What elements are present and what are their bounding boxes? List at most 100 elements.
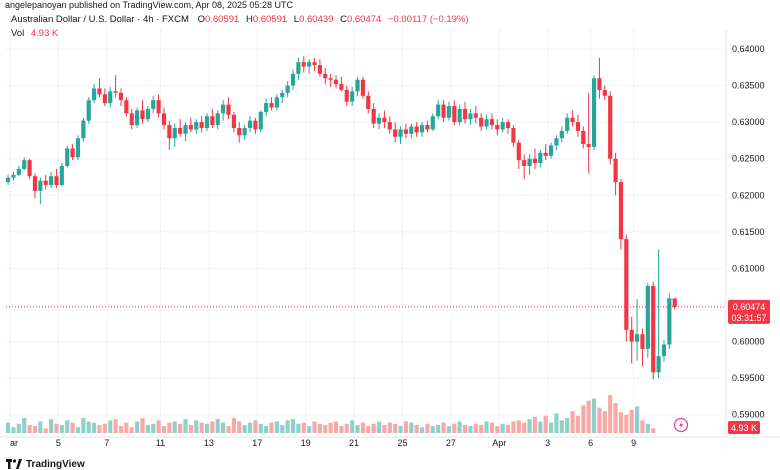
candle-body [38,180,43,191]
volume-bar [516,420,521,433]
price-tick-label: 0.64000 [732,44,765,54]
candle-body [102,94,107,104]
candle-body [344,89,349,102]
candle-body [495,125,500,130]
volume-bar [419,427,425,433]
candle-body [194,122,199,130]
time-tick-label: 5 [56,438,61,448]
close-label: C [340,14,347,25]
volume-bar [355,424,360,433]
candle-body [473,113,478,118]
volume-bar [511,421,516,433]
candle-body [97,88,102,95]
candle-body [452,106,457,123]
candle-body [489,119,495,126]
volume-bar [253,420,258,433]
candle-body [333,79,339,85]
price-tick-label: 0.62000 [732,190,765,200]
candle-body [317,65,322,74]
high-value: 0.60591 [252,14,288,25]
volume-bar [221,422,226,433]
candle-body [124,100,129,114]
volume-bar [371,423,376,433]
candle-body [161,113,167,126]
volume-bar [484,421,489,433]
high-label: H [245,14,253,25]
candle-body [398,129,403,137]
candle-body [129,113,134,126]
candle-body [441,104,446,118]
volume-bar [430,426,435,433]
candle-body [75,138,81,158]
volume-bar [640,420,645,433]
volume-bar [113,419,118,433]
time-tick-label: 3 [545,438,550,448]
candle-body [59,166,64,186]
candle-body [624,239,629,330]
volume-bar [446,426,452,433]
candle-body [629,329,634,342]
time-tick-label: 19 [301,438,311,448]
candle-body [285,85,290,93]
candle-body [393,129,398,137]
candle-body [651,285,656,373]
time-tick-label: 11 [156,438,165,448]
candle-body [575,122,581,131]
last-price-value: 0.60474 [733,302,766,312]
volume-bar [489,422,495,433]
volume-bar [199,422,204,433]
candle-body [151,100,156,109]
volume-bar [527,419,532,433]
candle-body [204,116,210,128]
time-tick-label: 7 [104,438,109,448]
close-value: 0.60474 [346,14,382,25]
volume-bar [366,426,371,433]
candle-body [323,73,328,79]
volume-bar [565,418,570,433]
candle-body [618,182,624,240]
candle-body [468,113,473,120]
candle-body [548,145,554,156]
candle-body [446,106,452,118]
volume-value: 4.93 K [30,28,59,39]
candle-body [253,120,258,130]
volume-bar [290,419,296,433]
candle-body [527,158,532,167]
candle-body [307,62,312,67]
candle-body [387,122,392,130]
volume-bar [538,421,543,433]
candle-body [339,84,344,90]
volume-bar [215,419,220,433]
candle-body [350,91,355,102]
volume-bar [178,423,183,433]
volume-bar [543,415,548,433]
volume-bar [188,424,193,433]
open-label: O [197,14,205,25]
candle-body [591,78,597,147]
volume-bar [274,421,279,433]
volume-bar [65,420,70,433]
candle-body [565,117,570,131]
volume-bar [581,405,586,433]
candle-body [554,138,559,146]
lightning-bolt-icon [679,421,683,429]
candle-body [178,127,183,134]
candle-body [532,158,538,164]
volume-bar [360,422,365,433]
volume-bar [59,424,64,433]
time-tick-label: 27 [446,438,456,448]
volume-bar [92,422,97,433]
candle-body [183,125,188,134]
volume-bar [409,422,414,433]
candle-body [522,160,527,167]
volume-bar [226,426,231,433]
candle-body [108,91,113,104]
candle-body [264,103,269,112]
volume-bar [172,421,177,433]
volume-bar [393,423,398,433]
candle-body [543,152,548,156]
candle-body [366,95,371,109]
volume-bar [575,415,581,433]
candle-body [290,73,296,86]
